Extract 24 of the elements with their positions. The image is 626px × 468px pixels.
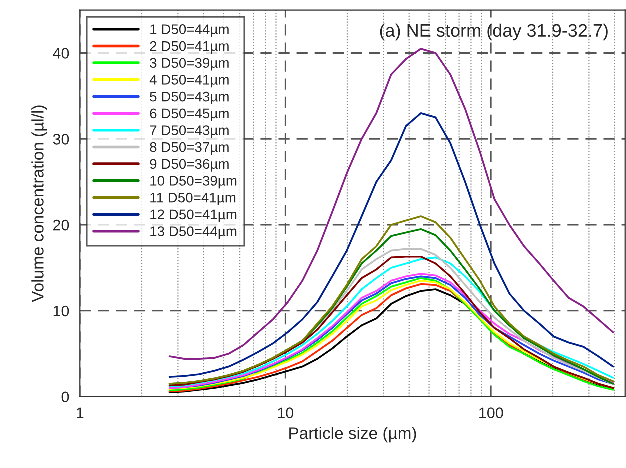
- x-tick-label: 10: [278, 408, 294, 419]
- legend-label: 8 D50=37µm: [150, 142, 229, 155]
- y-axis-title: Volume concentration (µl/l): [32, 106, 48, 302]
- legend-label: 2 D50=41µm: [150, 41, 229, 54]
- legend-label: 4 D50=41µm: [150, 75, 229, 88]
- y-tick-label: 10: [54, 306, 70, 317]
- x-tick-label: 100: [480, 408, 504, 419]
- legend-label: 11 D50=41µm: [150, 192, 236, 206]
- y-tick-label: 0: [62, 392, 70, 403]
- legend-label: 13 D50=44µm: [150, 226, 237, 240]
- legend-label: 1 D50=44µm: [150, 24, 229, 38]
- y-tick-label: 20: [53, 220, 70, 231]
- legend-label: 12 D50=41µm: [150, 210, 237, 222]
- legend-label: 10 D50=39µm: [150, 176, 237, 189]
- text: (a) NE storm (day 31.9-32.7): [380, 24, 608, 41]
- x-tick-label: 1: [77, 408, 84, 418]
- y-tick-label: 40: [53, 48, 70, 59]
- legend-label: 5 D50=43µm: [150, 92, 229, 104]
- legend-label: 6 D50=45µm: [150, 108, 229, 122]
- y-tick-label: 30: [53, 134, 70, 145]
- legend-label: 7 D50=43µm: [150, 126, 229, 138]
- legend-label: 9 D50=36µm: [150, 159, 229, 172]
- legend-label: 3 D50=39µm: [150, 58, 229, 71]
- x-axis-title: Particle size (µm): [290, 427, 416, 443]
